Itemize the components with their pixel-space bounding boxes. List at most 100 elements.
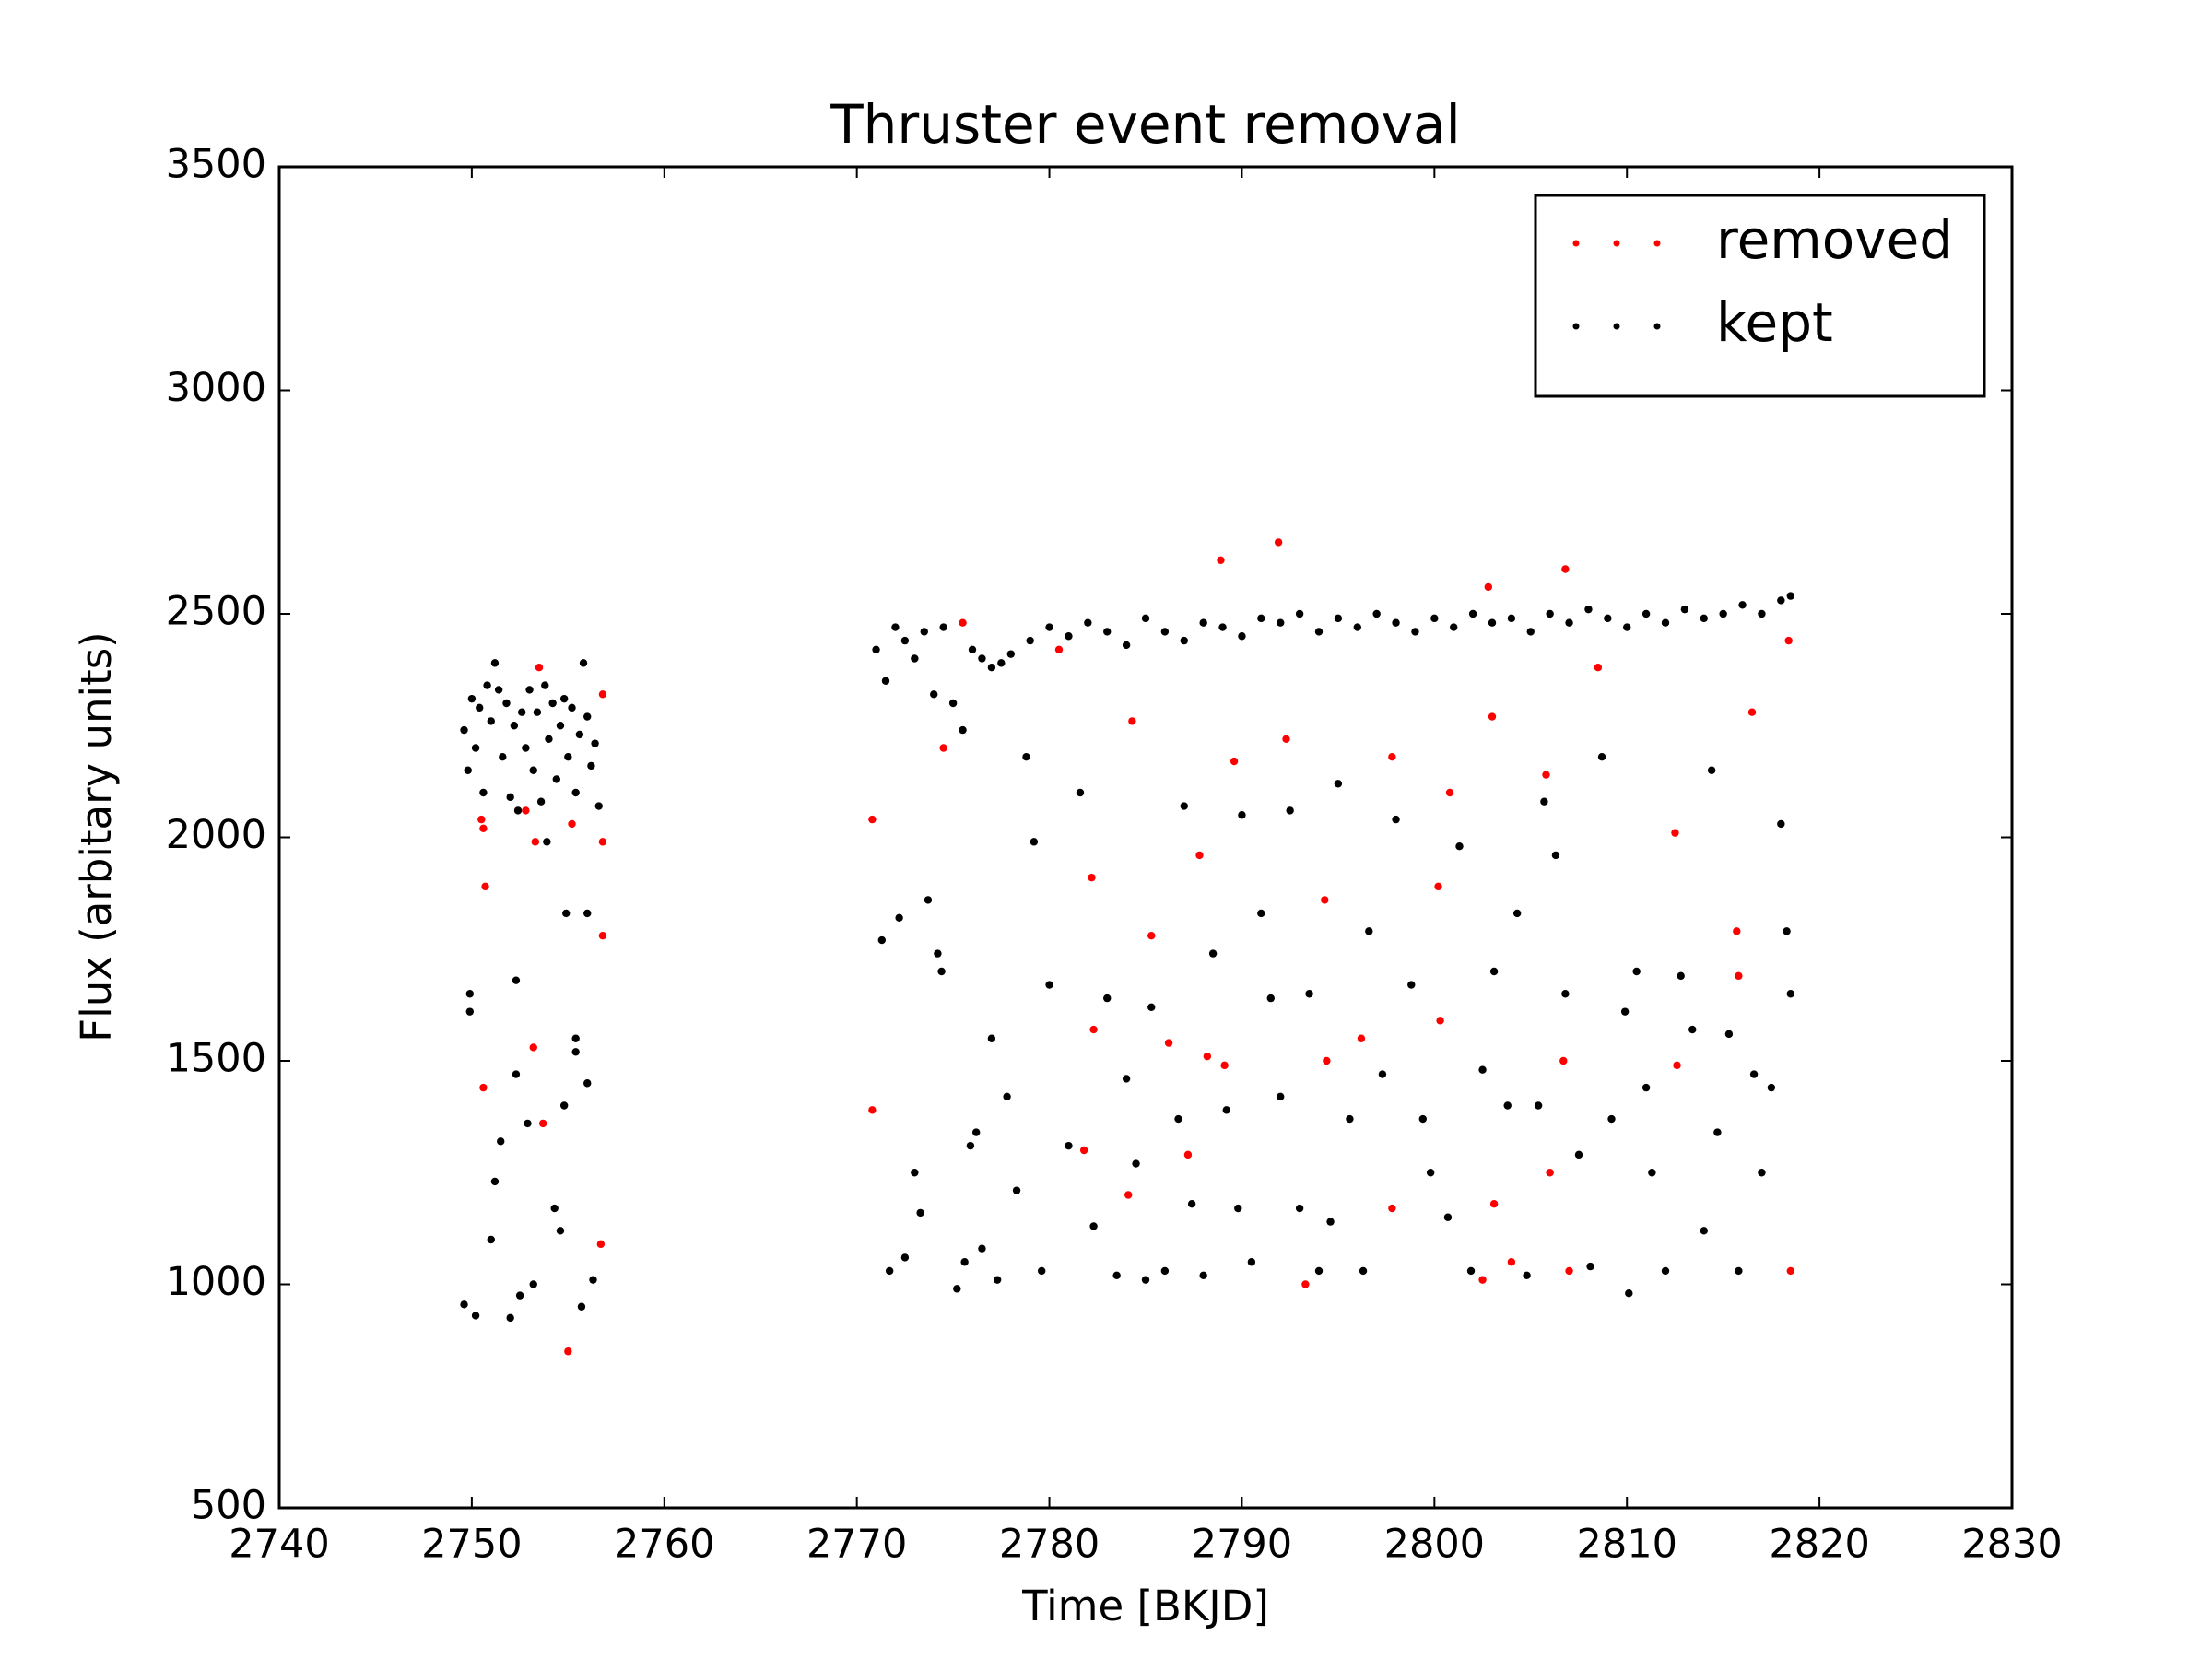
point [1523, 1271, 1531, 1280]
point [1777, 596, 1785, 605]
point [1392, 618, 1400, 627]
point [987, 1034, 996, 1042]
point [536, 797, 546, 806]
point [1076, 788, 1085, 797]
legend-label: kept [1716, 291, 1833, 354]
point [1112, 1271, 1121, 1280]
x-axis-label: Time [BKJD] [1021, 1582, 1269, 1630]
point [550, 1204, 559, 1213]
point [937, 967, 946, 976]
point [1124, 1191, 1133, 1199]
point [1418, 1114, 1428, 1124]
point [1561, 990, 1570, 998]
point [1445, 788, 1454, 797]
point [1661, 618, 1670, 627]
point [1295, 609, 1304, 618]
point [1372, 609, 1381, 618]
point [959, 618, 967, 627]
point [1430, 614, 1439, 623]
point [1648, 1169, 1656, 1177]
point [1334, 614, 1343, 623]
point [1357, 1034, 1366, 1042]
point [1203, 1052, 1212, 1061]
point [543, 838, 551, 846]
x-tick-label: 2780 [999, 1522, 1100, 1568]
point [1623, 623, 1631, 631]
point [1625, 1289, 1633, 1298]
point [545, 735, 553, 743]
point [1003, 1092, 1011, 1101]
plot-area [460, 538, 1794, 1356]
point [1030, 838, 1039, 846]
point [518, 708, 526, 716]
point [1045, 981, 1053, 989]
point [1783, 927, 1791, 935]
point [1503, 1101, 1512, 1110]
y-tick-label: 2500 [166, 589, 266, 635]
point [1238, 811, 1246, 819]
point [1534, 1101, 1543, 1110]
point [1700, 1227, 1708, 1235]
point [987, 664, 996, 672]
point [596, 1240, 606, 1249]
legend-marker [1572, 323, 1580, 330]
point [1065, 1141, 1073, 1150]
point [1641, 1083, 1651, 1092]
point [1488, 712, 1497, 721]
x-tick-label: 2830 [1961, 1522, 2062, 1568]
y-tick-label: 1000 [166, 1259, 266, 1305]
point [1749, 1070, 1759, 1078]
point [598, 932, 607, 940]
point [1559, 1056, 1568, 1065]
point [1738, 601, 1747, 609]
x-tick-label: 2790 [1192, 1522, 1292, 1568]
point [562, 909, 571, 918]
point [541, 681, 549, 689]
point [481, 882, 489, 891]
point [1187, 1200, 1196, 1208]
point [1257, 614, 1265, 623]
point [1141, 1276, 1150, 1284]
x-tick-label: 2770 [806, 1522, 907, 1568]
point [568, 703, 576, 712]
point [1026, 636, 1034, 645]
point [1277, 618, 1285, 627]
point [522, 744, 530, 752]
point [895, 913, 903, 922]
legend-marker [1653, 323, 1661, 330]
point [529, 1043, 537, 1052]
point [583, 909, 592, 918]
point [506, 1313, 514, 1323]
point [1784, 636, 1793, 645]
point [1724, 1030, 1734, 1039]
point [1478, 1276, 1487, 1284]
y-tick-label: 500 [191, 1483, 266, 1529]
point [1208, 949, 1218, 958]
point [471, 744, 480, 752]
point [524, 1119, 532, 1128]
point [1604, 614, 1612, 623]
y-axis-label: Flux (arbitary units) [72, 631, 121, 1041]
point [533, 708, 542, 716]
x-tick-label: 2760 [614, 1522, 714, 1568]
point [1620, 1007, 1630, 1016]
point [1195, 851, 1204, 860]
point [1088, 873, 1096, 882]
point [993, 1276, 1002, 1284]
x-tick-label: 2740 [229, 1522, 329, 1568]
point [1641, 609, 1651, 618]
point [1084, 618, 1092, 627]
point [1103, 994, 1112, 1003]
point [978, 654, 986, 663]
point [490, 1177, 500, 1186]
point [467, 694, 477, 703]
point [538, 1119, 547, 1128]
point [1565, 1266, 1573, 1276]
point [575, 730, 584, 739]
point [479, 788, 488, 797]
point [900, 1253, 910, 1262]
point [1012, 1186, 1021, 1194]
point [487, 717, 495, 725]
point [515, 1291, 524, 1300]
